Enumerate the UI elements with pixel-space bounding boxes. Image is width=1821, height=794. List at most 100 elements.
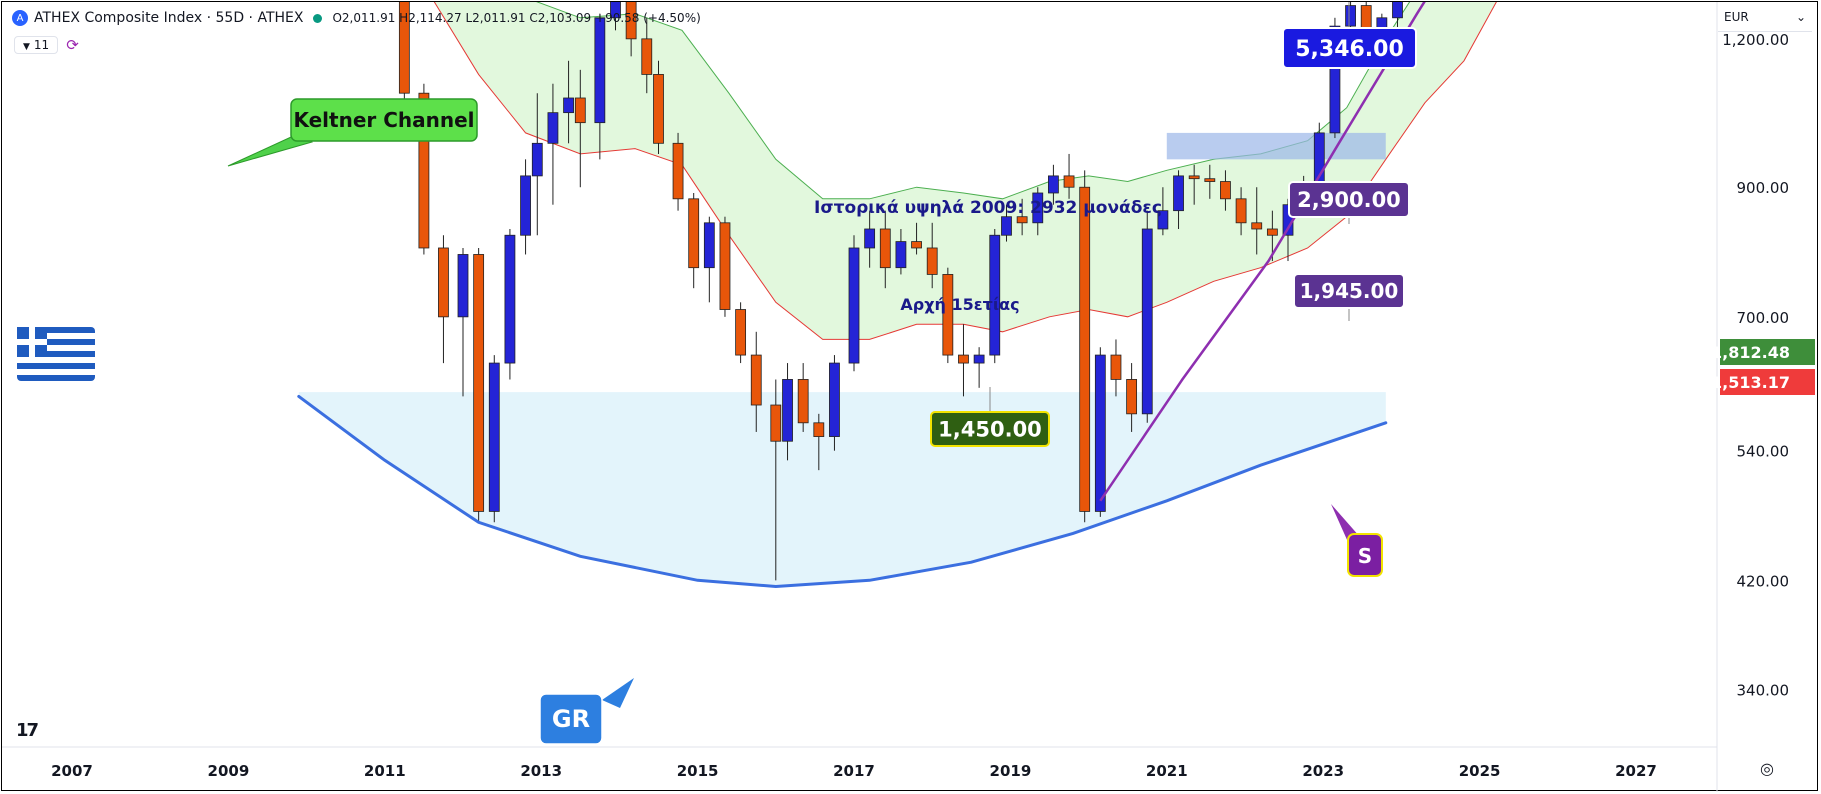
candle-body bbox=[438, 247, 449, 318]
candle-39 bbox=[574, 69, 586, 188]
candle-45 bbox=[672, 132, 684, 211]
athex-logo-icon: A bbox=[12, 10, 28, 26]
symbol-title[interactable]: ATHEX Composite Index · 55D · ATHEX bbox=[34, 10, 304, 26]
candle-body bbox=[594, 17, 606, 124]
candle-53 bbox=[797, 363, 809, 432]
candle-body bbox=[864, 228, 876, 249]
candle-72 bbox=[1094, 347, 1106, 517]
currency-selector[interactable]: EUR ⌄ bbox=[1718, 10, 1812, 32]
candle-body bbox=[610, 2, 621, 19]
cup-curve-line bbox=[297, 394, 1388, 589]
candle-body bbox=[797, 379, 809, 424]
candle-body bbox=[813, 422, 825, 437]
price-tick-label: 1,200.00 bbox=[1722, 31, 1789, 49]
price-tick-label: 340.00 bbox=[1737, 681, 1790, 699]
indicators-toggle-button[interactable]: ▼ 11 bbox=[14, 36, 59, 54]
candle-30 bbox=[438, 235, 449, 364]
price-tick-label: 540.00 bbox=[1737, 443, 1790, 461]
candle-38 bbox=[563, 60, 574, 144]
candle-51 bbox=[770, 379, 782, 581]
candle-body bbox=[653, 74, 664, 144]
indicator-row: ▼ 11 ⟳ bbox=[14, 36, 82, 54]
candle-73 bbox=[1110, 339, 1122, 397]
candle-body bbox=[641, 38, 653, 75]
candle-body bbox=[1392, 2, 1403, 19]
currency-label: EUR bbox=[1724, 10, 1749, 24]
candle-body bbox=[688, 198, 700, 269]
candle-body bbox=[942, 274, 954, 356]
candle-body bbox=[504, 234, 516, 364]
candle-body bbox=[895, 241, 907, 269]
candle-body bbox=[1157, 210, 1169, 230]
s-callout: S bbox=[1331, 504, 1383, 577]
candle-body bbox=[1235, 198, 1247, 224]
support-label-box bbox=[930, 411, 1050, 447]
candle-43 bbox=[641, 17, 653, 94]
target-label-box bbox=[1282, 27, 1417, 69]
candle-body bbox=[1126, 379, 1138, 415]
candle-49 bbox=[735, 302, 747, 364]
candle-41 bbox=[610, 2, 621, 31]
candle-69 bbox=[1048, 164, 1059, 205]
candle-65 bbox=[989, 228, 1001, 364]
flag-stripe bbox=[17, 369, 95, 375]
candle-body bbox=[1345, 5, 1356, 27]
candle-body bbox=[1032, 192, 1044, 224]
candle-68 bbox=[1032, 187, 1044, 236]
chevron-down-icon: ▼ bbox=[23, 42, 30, 52]
candle-35 bbox=[520, 159, 531, 255]
time-tick-label: 2023 bbox=[1302, 762, 1344, 780]
settings-icon[interactable]: ◎ bbox=[1760, 759, 1774, 778]
time-tick-label: 2011 bbox=[364, 762, 406, 780]
candle-body bbox=[1063, 175, 1075, 188]
candle-75 bbox=[1141, 210, 1153, 423]
candle-body bbox=[989, 234, 1001, 356]
time-tick-label: 2009 bbox=[208, 762, 250, 780]
candle-body bbox=[1048, 175, 1059, 194]
candle-77 bbox=[1173, 170, 1184, 229]
target-label-text: 5,346.00 bbox=[1295, 37, 1404, 62]
ohlc-values: O2,011.91 H2,114.27 L2,011.91 C2,103.09 … bbox=[332, 11, 701, 25]
candle-body bbox=[1001, 216, 1012, 236]
candle-40 bbox=[594, 13, 606, 160]
high-2900-label-text: 2,900.00 bbox=[1297, 188, 1401, 212]
candle-body bbox=[1141, 228, 1153, 415]
candle-body bbox=[531, 142, 543, 177]
refresh-icon[interactable]: ⟳ bbox=[66, 36, 79, 54]
candle-body bbox=[703, 222, 715, 269]
candle-body bbox=[973, 354, 985, 364]
candle-79 bbox=[1204, 164, 1216, 199]
candle-body bbox=[1266, 228, 1278, 236]
price-tick-label: 900.00 bbox=[1737, 179, 1790, 197]
lower-band-tag-text: 1,513.17 bbox=[1711, 373, 1790, 392]
target-label: 5,346.00 bbox=[1282, 27, 1417, 69]
symbol-legend[interactable]: A ATHEX Composite Index · 55D · ATHEX O2… bbox=[12, 10, 701, 26]
candle-body bbox=[879, 228, 891, 269]
candle-60 bbox=[911, 222, 922, 255]
candle-body bbox=[563, 97, 574, 114]
time-tick-label: 2015 bbox=[677, 762, 719, 780]
candle-body bbox=[418, 92, 430, 249]
candle-body bbox=[625, 2, 637, 40]
time-tick-label: 2013 bbox=[520, 762, 562, 780]
time-tick-label: 2019 bbox=[990, 762, 1032, 780]
s-text: S bbox=[1358, 544, 1372, 568]
candle-body bbox=[1173, 175, 1184, 212]
historic-high-text: Ιστορικά υψηλά 2009: 2932 μονάδες bbox=[814, 198, 1162, 218]
label-1945: 1,945.00 bbox=[1293, 273, 1405, 309]
market-status-icon bbox=[313, 13, 323, 23]
flag-stripe bbox=[17, 345, 95, 351]
price-tick-label: 420.00 bbox=[1737, 572, 1790, 590]
tradingview-logo-icon[interactable]: 17 bbox=[16, 720, 39, 741]
candle-62 bbox=[942, 267, 954, 364]
candle-body bbox=[488, 362, 500, 512]
candle-57 bbox=[864, 210, 876, 268]
candle-56 bbox=[848, 235, 860, 372]
candle-66 bbox=[1001, 204, 1012, 242]
candle-body bbox=[735, 309, 747, 356]
candle-body bbox=[1251, 222, 1263, 230]
candle-body bbox=[911, 241, 922, 249]
candle-body bbox=[398, 2, 410, 94]
